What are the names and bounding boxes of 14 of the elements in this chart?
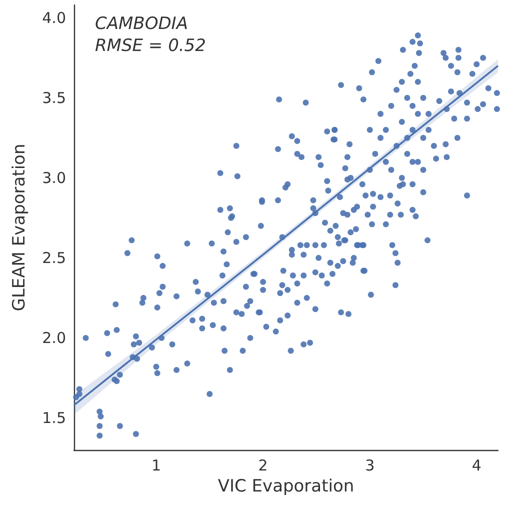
y-tick-label: 3.0 <box>42 168 66 187</box>
x-tick-label: 4 <box>472 456 482 474</box>
y-tick-label: 3.5 <box>42 88 66 107</box>
x-tick-label: 1 <box>151 456 162 474</box>
annotation: CAMBODIA <box>95 14 188 34</box>
x-axis-title: VIC Evaporation <box>218 476 354 496</box>
y-tick-label: 2.0 <box>42 328 66 347</box>
y-axis-title: GLEAM Evaporation <box>10 144 30 312</box>
x-tick-label: 3 <box>365 456 375 474</box>
y-tick-label: 2.5 <box>42 248 66 267</box>
y-tick-label: 1.5 <box>42 408 66 427</box>
y-tick-label: 4.0 <box>42 8 66 27</box>
x-tick-label: 2 <box>258 456 268 474</box>
annotation: RMSE = 0.52 <box>95 36 206 56</box>
